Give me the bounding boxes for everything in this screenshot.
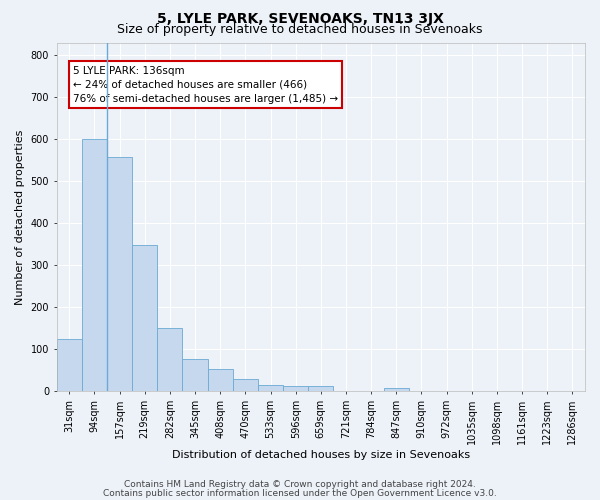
Text: Size of property relative to detached houses in Sevenoaks: Size of property relative to detached ho… (117, 22, 483, 36)
Text: Contains HM Land Registry data © Crown copyright and database right 2024.: Contains HM Land Registry data © Crown c… (124, 480, 476, 489)
Bar (208, 370, 233, 392)
Bar (384, 388, 409, 392)
Bar (233, 378, 258, 392)
Bar (182, 360, 208, 392)
Bar (308, 386, 334, 392)
Bar (157, 328, 182, 392)
Bar (56, 339, 82, 392)
Bar (107, 157, 132, 392)
Text: 5, LYLE PARK, SEVENOAKS, TN13 3JX: 5, LYLE PARK, SEVENOAKS, TN13 3JX (157, 12, 443, 26)
Text: Contains public sector information licensed under the Open Government Licence v3: Contains public sector information licen… (103, 488, 497, 498)
Bar (283, 386, 308, 392)
Bar (82, 139, 107, 392)
Bar (132, 246, 157, 392)
Y-axis label: Number of detached properties: Number of detached properties (15, 129, 25, 304)
X-axis label: Distribution of detached houses by size in Sevenoaks: Distribution of detached houses by size … (172, 450, 470, 460)
Text: 5 LYLE PARK: 136sqm
← 24% of detached houses are smaller (466)
76% of semi-detac: 5 LYLE PARK: 136sqm ← 24% of detached ho… (73, 66, 338, 104)
Bar (258, 386, 283, 392)
